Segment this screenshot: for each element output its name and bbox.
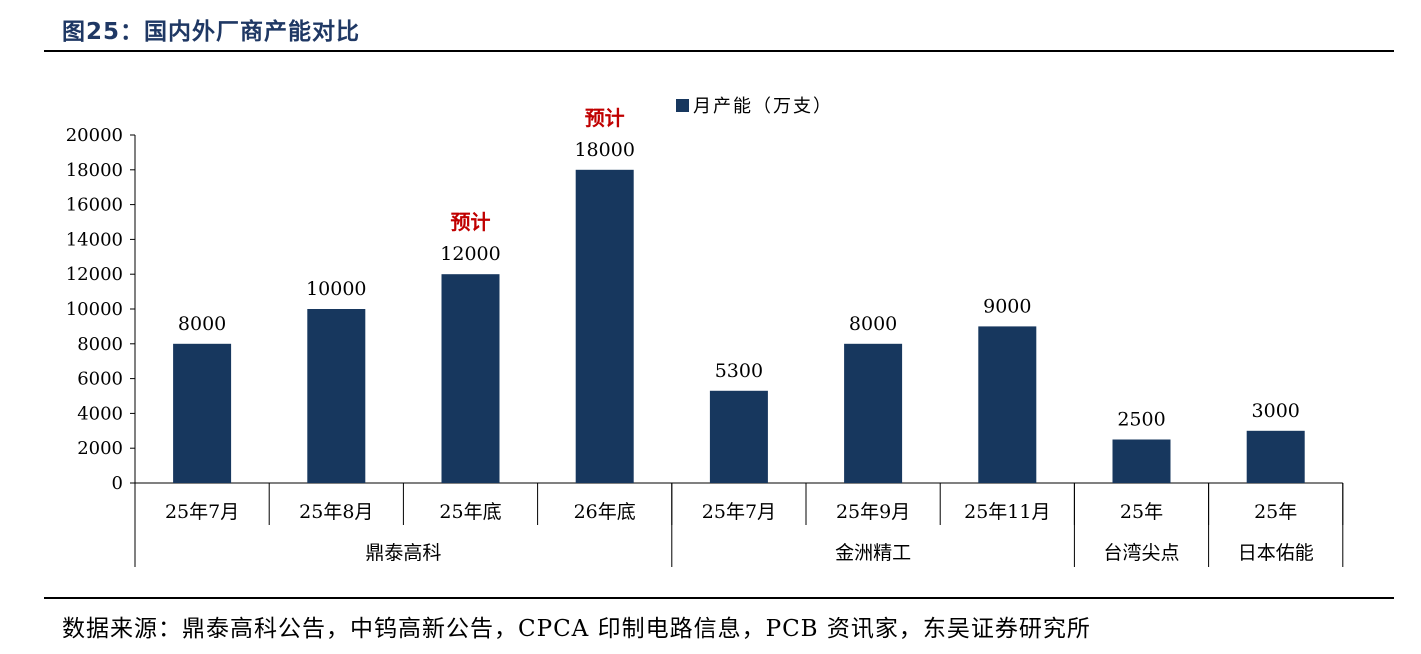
y-tick-label: 18000 bbox=[66, 160, 123, 181]
bar bbox=[1112, 439, 1171, 483]
x-category-label: 25年8月 bbox=[299, 501, 373, 523]
bar bbox=[575, 169, 634, 484]
top-rule bbox=[44, 50, 1394, 52]
source-note: 数据来源：鼎泰高科公告，中钨高新公告，CPCA 印制电路信息，PCB 资讯家，东… bbox=[62, 616, 1091, 642]
data-label: 18000 bbox=[574, 139, 634, 161]
x-category-label: 25年 bbox=[1254, 501, 1297, 523]
figure-title: 图25：国内外厂商产能对比 bbox=[62, 19, 361, 45]
y-tick-label: 20000 bbox=[66, 125, 123, 146]
y-tick-label: 4000 bbox=[77, 403, 123, 424]
data-label: 12000 bbox=[440, 243, 500, 265]
bar bbox=[709, 390, 768, 483]
bar bbox=[1246, 430, 1305, 483]
bar bbox=[307, 309, 366, 483]
x-category-label: 25年7月 bbox=[702, 501, 776, 523]
bottom-rule bbox=[44, 597, 1394, 599]
x-group-label: 鼎泰高科 bbox=[365, 542, 441, 564]
y-tick-label: 12000 bbox=[66, 264, 123, 285]
y-tick-label: 10000 bbox=[66, 299, 123, 320]
forecast-annotation: 预计 bbox=[451, 210, 491, 234]
x-category-label: 25年11月 bbox=[964, 501, 1050, 523]
y-tick-label: 14000 bbox=[66, 229, 123, 250]
bar bbox=[441, 274, 500, 483]
x-category-label: 25年7月 bbox=[165, 501, 239, 523]
x-category-label: 25年 bbox=[1120, 501, 1163, 523]
y-tick-label: 2000 bbox=[77, 438, 123, 459]
forecast-annotation: 预计 bbox=[585, 106, 625, 130]
legend-swatch bbox=[676, 99, 689, 112]
data-label: 5300 bbox=[715, 360, 763, 382]
x-category-label: 25年底 bbox=[439, 501, 501, 523]
x-group-label: 台湾尖点 bbox=[1103, 542, 1179, 564]
x-group-label: 日本佑能 bbox=[1238, 542, 1314, 564]
y-tick-label: 6000 bbox=[77, 369, 123, 390]
data-label: 8000 bbox=[178, 313, 226, 335]
y-tick-label: 16000 bbox=[66, 195, 123, 216]
bar bbox=[844, 343, 903, 483]
y-tick-label: 0 bbox=[112, 473, 123, 494]
x-category-label: 25年9月 bbox=[836, 501, 910, 523]
data-label: 2500 bbox=[1117, 409, 1165, 431]
x-category-label: 26年底 bbox=[574, 501, 636, 523]
data-label: 10000 bbox=[306, 278, 366, 300]
data-label: 3000 bbox=[1252, 400, 1300, 422]
bar bbox=[173, 343, 232, 483]
bar bbox=[978, 326, 1037, 483]
y-tick-label: 8000 bbox=[77, 334, 123, 355]
data-label: 8000 bbox=[849, 313, 897, 335]
data-label: 9000 bbox=[983, 295, 1031, 317]
legend-label: 月产能（万支） bbox=[693, 96, 833, 117]
x-group-label: 金洲精工 bbox=[835, 542, 911, 564]
